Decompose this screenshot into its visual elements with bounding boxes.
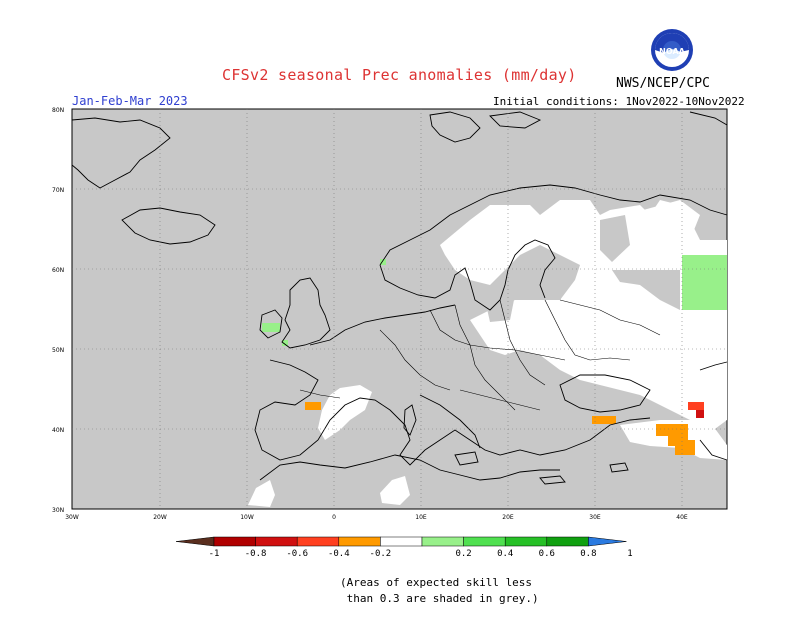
- colorbar-arrow-left: [175, 536, 215, 547]
- lat-label: 40N: [52, 427, 64, 434]
- org-label: NWS/NCEP/CPC: [616, 76, 710, 91]
- colorbar-label: -0.2: [370, 549, 392, 559]
- colorbar-label: -0.4: [328, 549, 350, 559]
- grey-patches: [485, 215, 680, 322]
- skill-note-line2: than 0.3 are shaded in grey.): [340, 592, 539, 605]
- longitude-labels: 30W 20W 10W 0 10E 20E 30E 40E: [65, 514, 688, 521]
- lon-label: 20W: [153, 514, 167, 521]
- colorbar: -1 -0.8 -0.6 -0.4 -0.2 0.2 0.4 0.6 0.8 1: [175, 536, 633, 559]
- skill-note: (Areas of expected skill less than 0.3 a…: [340, 575, 539, 607]
- coastlines: [71, 111, 728, 485]
- noaa-logo-text: NOAA: [659, 47, 685, 56]
- colorbar-label: -1: [209, 549, 220, 559]
- lat-label: 60N: [52, 267, 64, 274]
- lat-label: 80N: [52, 107, 64, 114]
- skill-note-line1: (Areas of expected skill less: [340, 576, 533, 589]
- lon-label: 10E: [415, 514, 427, 521]
- colorbar-segment: [421, 536, 464, 547]
- lon-label: 30W: [65, 514, 79, 521]
- colorbar-segment: [255, 536, 298, 547]
- colorbar-segment: [463, 536, 506, 547]
- colorbar-segment: [380, 536, 423, 547]
- country-borders: [299, 299, 661, 411]
- colorbar-label: 0.8: [580, 549, 596, 559]
- colorbar-label: -0.8: [245, 549, 267, 559]
- lat-label: 50N: [52, 347, 64, 354]
- colorbar-segment: [213, 536, 256, 547]
- lat-label: 30N: [52, 507, 64, 514]
- colorbar-segment: [546, 536, 589, 547]
- initial-conditions-label: Initial conditions: 1Nov2022-10Nov2022: [493, 95, 745, 108]
- lat-label: 70N: [52, 187, 64, 194]
- colorbar-label: 0.6: [539, 549, 555, 559]
- lon-label: 10W: [240, 514, 254, 521]
- lon-label: 0: [332, 514, 336, 521]
- positive-anomalies: [262, 255, 727, 346]
- colorbar-label: 0.4: [497, 549, 513, 559]
- lon-label: 30E: [589, 514, 601, 521]
- negative-anomalies: [305, 402, 704, 455]
- colorbar-segment: [504, 536, 548, 547]
- season-label: Jan-Feb-Mar 2023: [72, 94, 188, 108]
- colorbar-label: 1: [627, 549, 632, 559]
- lon-label: 20E: [502, 514, 514, 521]
- colorbar-segment: [296, 536, 340, 547]
- lon-label: 40E: [676, 514, 688, 521]
- colorbar-arrow-right: [588, 536, 627, 547]
- map-title: CFSv2 seasonal Prec anomalies (mm/day): [222, 66, 577, 84]
- noaa-logo: NOAA: [651, 29, 693, 71]
- colorbar-label: -0.6: [286, 549, 308, 559]
- latitude-labels: 80N 70N 60N 50N 40N 30N: [52, 107, 64, 514]
- colorbar-segment: [338, 536, 381, 547]
- graticule: [72, 109, 727, 509]
- colorbar-label: 0.2: [455, 549, 471, 559]
